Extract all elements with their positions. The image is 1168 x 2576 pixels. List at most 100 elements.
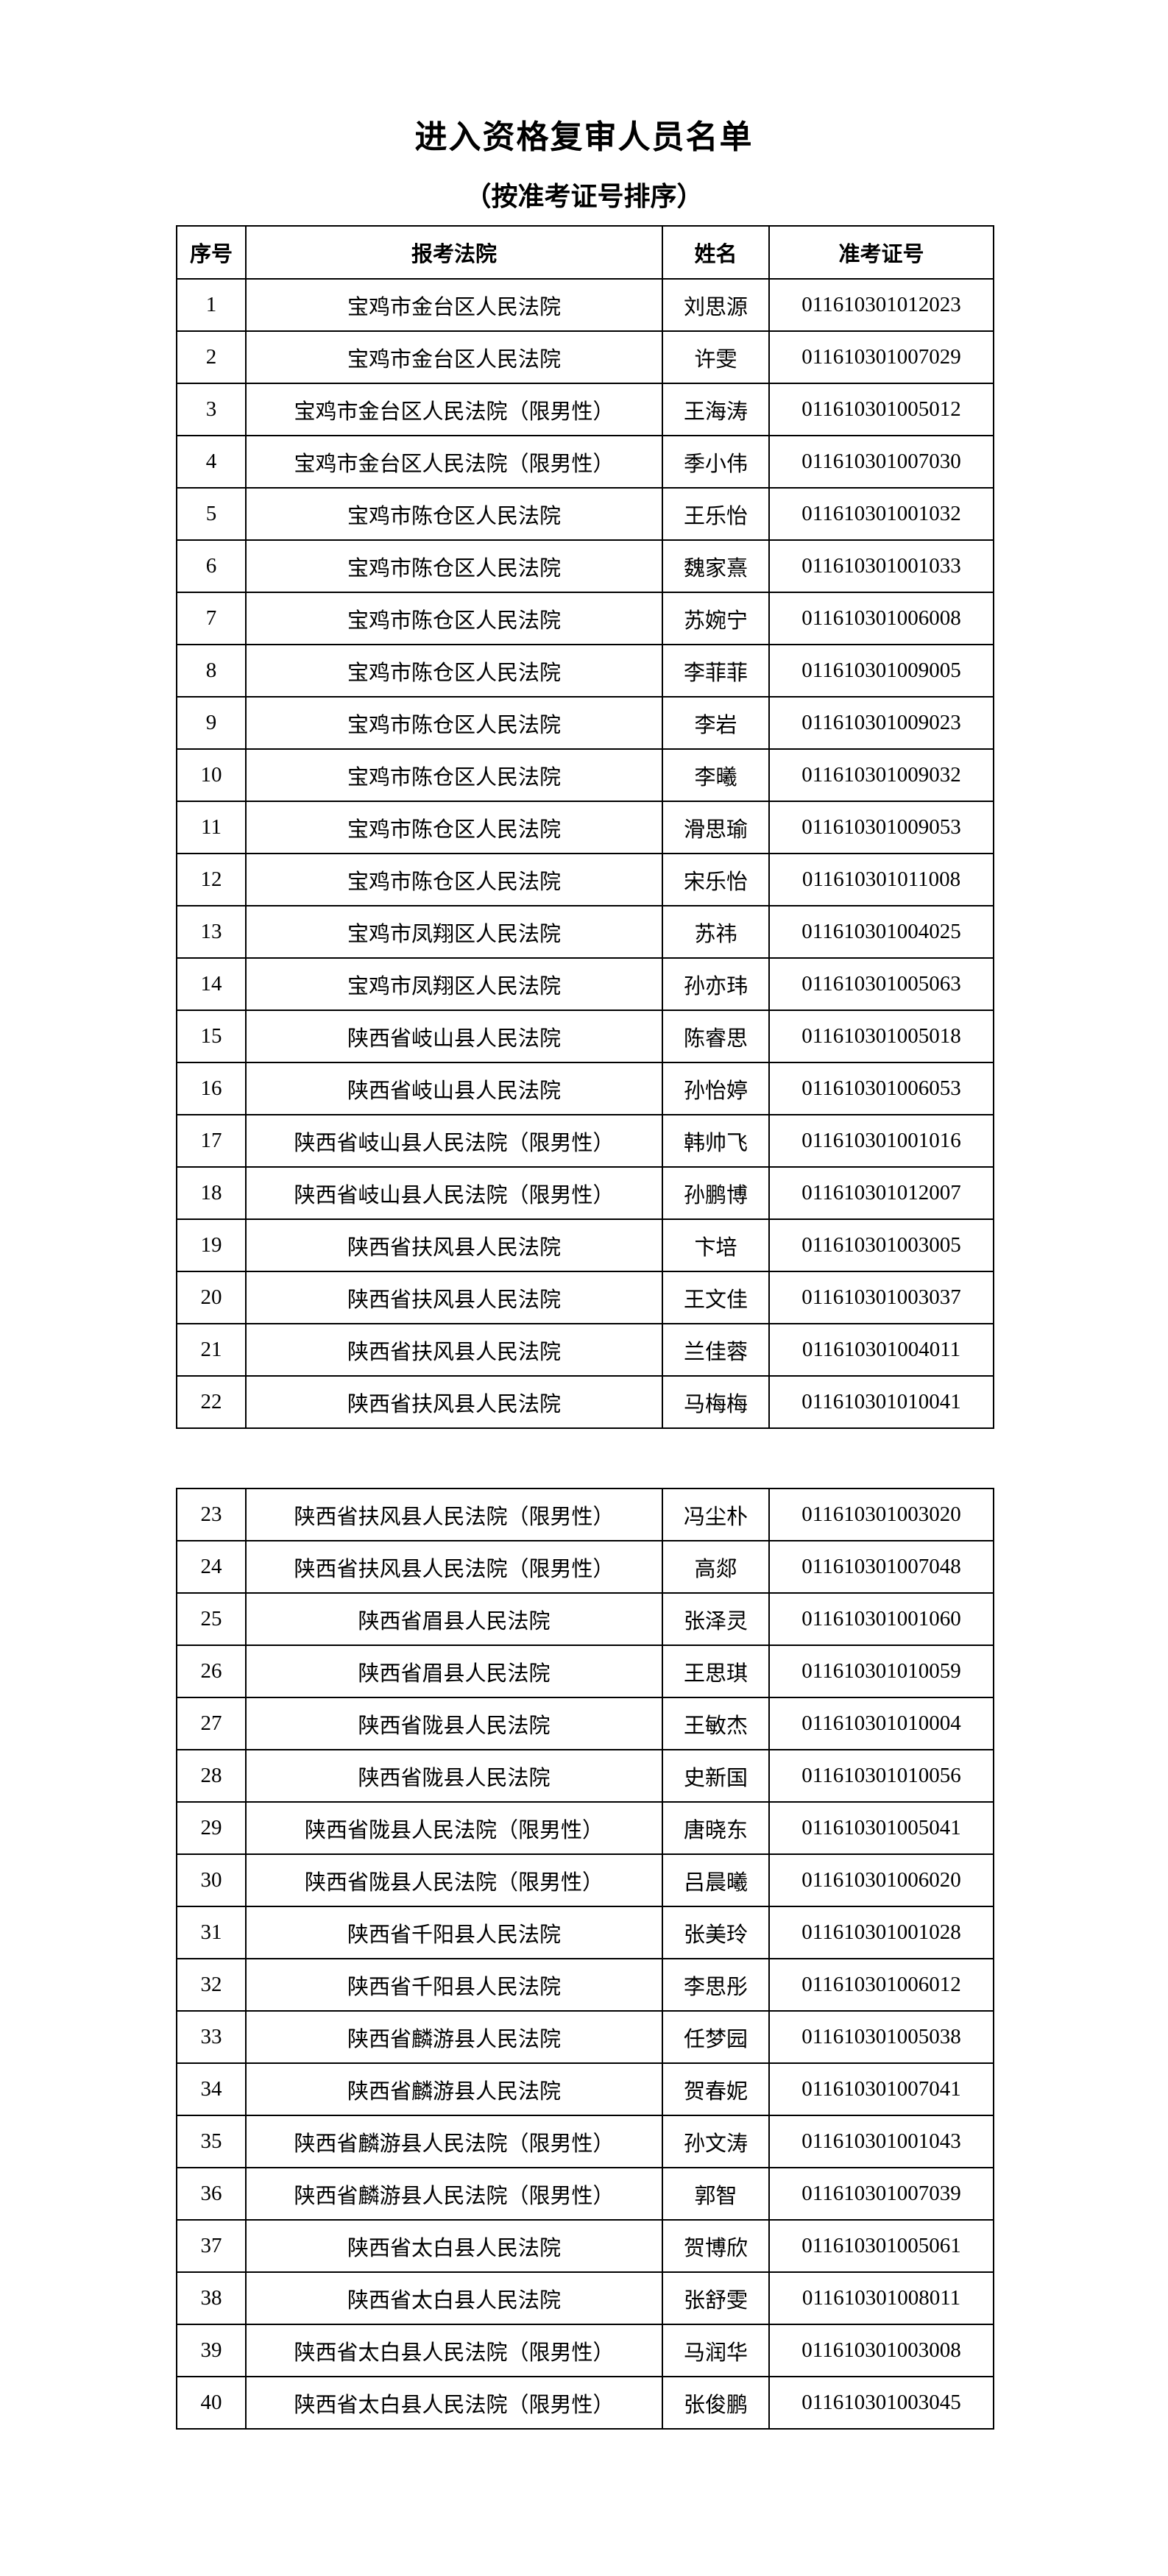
cell-court: 宝鸡市金台区人民法院 [245, 330, 663, 384]
cell-exam-id: 011610301003008 [768, 2324, 994, 2377]
cell-exam-id: 011610301012023 [768, 278, 994, 332]
table-row: 9 宝鸡市陈仓区人民法院 李岩 011610301009023 [176, 696, 994, 750]
cell-court: 宝鸡市陈仓区人民法院 [245, 696, 663, 750]
cell-exam-id: 011610301005061 [768, 2219, 994, 2273]
cell-court: 陕西省麟游县人民法院（限男性） [245, 2167, 663, 2221]
cell-index: 24 [176, 1540, 247, 1594]
cell-exam-id: 011610301003045 [768, 2376, 994, 2430]
cell-exam-id: 011610301005012 [768, 383, 994, 436]
cell-court: 宝鸡市金台区人民法院（限男性） [245, 435, 663, 489]
table-row: 31 陕西省千阳县人民法院 张美玲 011610301001028 [176, 1906, 994, 1959]
cell-index: 1 [176, 278, 247, 332]
cell-exam-id: 011610301007029 [768, 330, 994, 384]
header-name: 姓名 [662, 225, 770, 280]
cell-index: 26 [176, 1644, 247, 1698]
table-row: 16 陕西省岐山县人民法院 孙怡婷 011610301006053 [176, 1062, 994, 1115]
cell-court: 陕西省岐山县人民法院 [245, 1010, 663, 1063]
cell-court: 陕西省扶风县人民法院 [245, 1218, 663, 1272]
cell-court: 陕西省千阳县人民法院 [245, 1906, 663, 1959]
table-row: 23 陕西省扶风县人民法院（限男性） 冯尘朴 011610301003020 [176, 1488, 994, 1541]
table-row: 27 陕西省陇县人民法院 王敏杰 011610301010004 [176, 1697, 994, 1750]
cell-index: 17 [176, 1114, 247, 1168]
cell-exam-id: 011610301010056 [768, 1749, 994, 1803]
cell-index: 13 [176, 905, 247, 959]
cell-court: 陕西省太白县人民法院（限男性） [245, 2376, 663, 2430]
cell-name: 季小伟 [662, 435, 770, 489]
cell-index: 22 [176, 1375, 247, 1429]
cell-index: 7 [176, 592, 247, 645]
cell-court: 陕西省眉县人民法院 [245, 1644, 663, 1698]
cell-name: 王乐怡 [662, 487, 770, 541]
cell-name: 刘思源 [662, 278, 770, 332]
cell-court: 宝鸡市金台区人民法院（限男性） [245, 383, 663, 436]
cell-name: 韩帅飞 [662, 1114, 770, 1168]
cell-name: 史新国 [662, 1749, 770, 1803]
table-row: 20 陕西省扶风县人民法院 王文佳 011610301003037 [176, 1271, 994, 1324]
header-court: 报考法院 [245, 225, 663, 280]
cell-name: 马梅梅 [662, 1375, 770, 1429]
cell-court: 陕西省太白县人民法院（限男性） [245, 2324, 663, 2377]
header-index: 序号 [176, 225, 247, 280]
cell-court: 陕西省太白县人民法院 [245, 2271, 663, 2325]
cell-court: 陕西省陇县人民法院 [245, 1697, 663, 1750]
cell-index: 31 [176, 1906, 247, 1959]
cell-court: 陕西省千阳县人民法院 [245, 1958, 663, 2012]
table-row: 17 陕西省岐山县人民法院（限男性） 韩帅飞 011610301001016 [176, 1114, 994, 1168]
cell-index: 36 [176, 2167, 247, 2221]
table-row: 15 陕西省岐山县人民法院 陈睿思 011610301005018 [176, 1010, 994, 1063]
cell-exam-id: 011610301012007 [768, 1166, 994, 1220]
cell-index: 34 [176, 2062, 247, 2116]
cell-index: 29 [176, 1801, 247, 1855]
table-row: 21 陕西省扶风县人民法院 兰佳蓉 011610301004011 [176, 1323, 994, 1377]
cell-name: 许雯 [662, 330, 770, 384]
cell-name: 王思琪 [662, 1644, 770, 1698]
cell-exam-id: 011610301001016 [768, 1114, 994, 1168]
cell-court: 宝鸡市金台区人民法院 [245, 278, 663, 332]
cell-exam-id: 011610301011008 [768, 853, 994, 906]
cell-court: 陕西省麟游县人民法院（限男性） [245, 2115, 663, 2168]
cell-exam-id: 011610301006008 [768, 592, 994, 645]
table-row: 5 宝鸡市陈仓区人民法院 王乐怡 011610301001032 [176, 487, 994, 541]
cell-index: 21 [176, 1323, 247, 1377]
cell-name: 孙怡婷 [662, 1062, 770, 1115]
table-row: 2 宝鸡市金台区人民法院 许雯 011610301007029 [176, 330, 994, 384]
cell-name: 李曦 [662, 748, 770, 802]
cell-index: 28 [176, 1749, 247, 1803]
cell-name: 郭智 [662, 2167, 770, 2221]
table-row: 38 陕西省太白县人民法院 张舒雯 011610301008011 [176, 2271, 994, 2325]
cell-exam-id: 011610301007048 [768, 1540, 994, 1594]
cell-name: 王敏杰 [662, 1697, 770, 1750]
cell-index: 15 [176, 1010, 247, 1063]
cell-name: 魏家熹 [662, 539, 770, 593]
table-row: 19 陕西省扶风县人民法院 卞培 011610301003005 [176, 1218, 994, 1272]
cell-exam-id: 011610301004025 [768, 905, 994, 959]
cell-exam-id: 011610301009005 [768, 644, 994, 698]
cell-court: 陕西省扶风县人民法院 [245, 1271, 663, 1324]
cell-name: 吕晨曦 [662, 1853, 770, 1907]
cell-name: 滑思瑜 [662, 801, 770, 854]
header-exam-id: 准考证号 [768, 225, 994, 280]
cell-exam-id: 011610301003037 [768, 1271, 994, 1324]
cell-court: 宝鸡市陈仓区人民法院 [245, 487, 663, 541]
table-row: 22 陕西省扶风县人民法院 马梅梅 011610301010041 [176, 1375, 994, 1429]
table-header-row: 序号 报考法院 姓名 准考证号 [176, 225, 994, 280]
table-row: 18 陕西省岐山县人民法院（限男性） 孙鹏博 011610301012007 [176, 1166, 994, 1220]
cell-court: 陕西省太白县人民法院 [245, 2219, 663, 2273]
table-row: 8 宝鸡市陈仓区人民法院 李菲菲 011610301009005 [176, 644, 994, 698]
cell-name: 唐晓东 [662, 1801, 770, 1855]
cell-court: 宝鸡市陈仓区人民法院 [245, 539, 663, 593]
table-row: 4 宝鸡市金台区人民法院（限男性） 季小伟 011610301007030 [176, 435, 994, 489]
cell-exam-id: 011610301005038 [768, 2010, 994, 2064]
cell-index: 27 [176, 1697, 247, 1750]
cell-name: 冯尘朴 [662, 1488, 770, 1541]
cell-name: 李菲菲 [662, 644, 770, 698]
cell-exam-id: 011610301010041 [768, 1375, 994, 1429]
cell-court: 陕西省岐山县人民法院（限男性） [245, 1114, 663, 1168]
table-row: 26 陕西省眉县人民法院 王思琪 011610301010059 [176, 1644, 994, 1698]
cell-index: 5 [176, 487, 247, 541]
cell-name: 宋乐怡 [662, 853, 770, 906]
table-row: 10 宝鸡市陈仓区人民法院 李曦 011610301009032 [176, 748, 994, 802]
cell-court: 陕西省扶风县人民法院 [245, 1375, 663, 1429]
cell-exam-id: 011610301001043 [768, 2115, 994, 2168]
cell-exam-id: 011610301006053 [768, 1062, 994, 1115]
